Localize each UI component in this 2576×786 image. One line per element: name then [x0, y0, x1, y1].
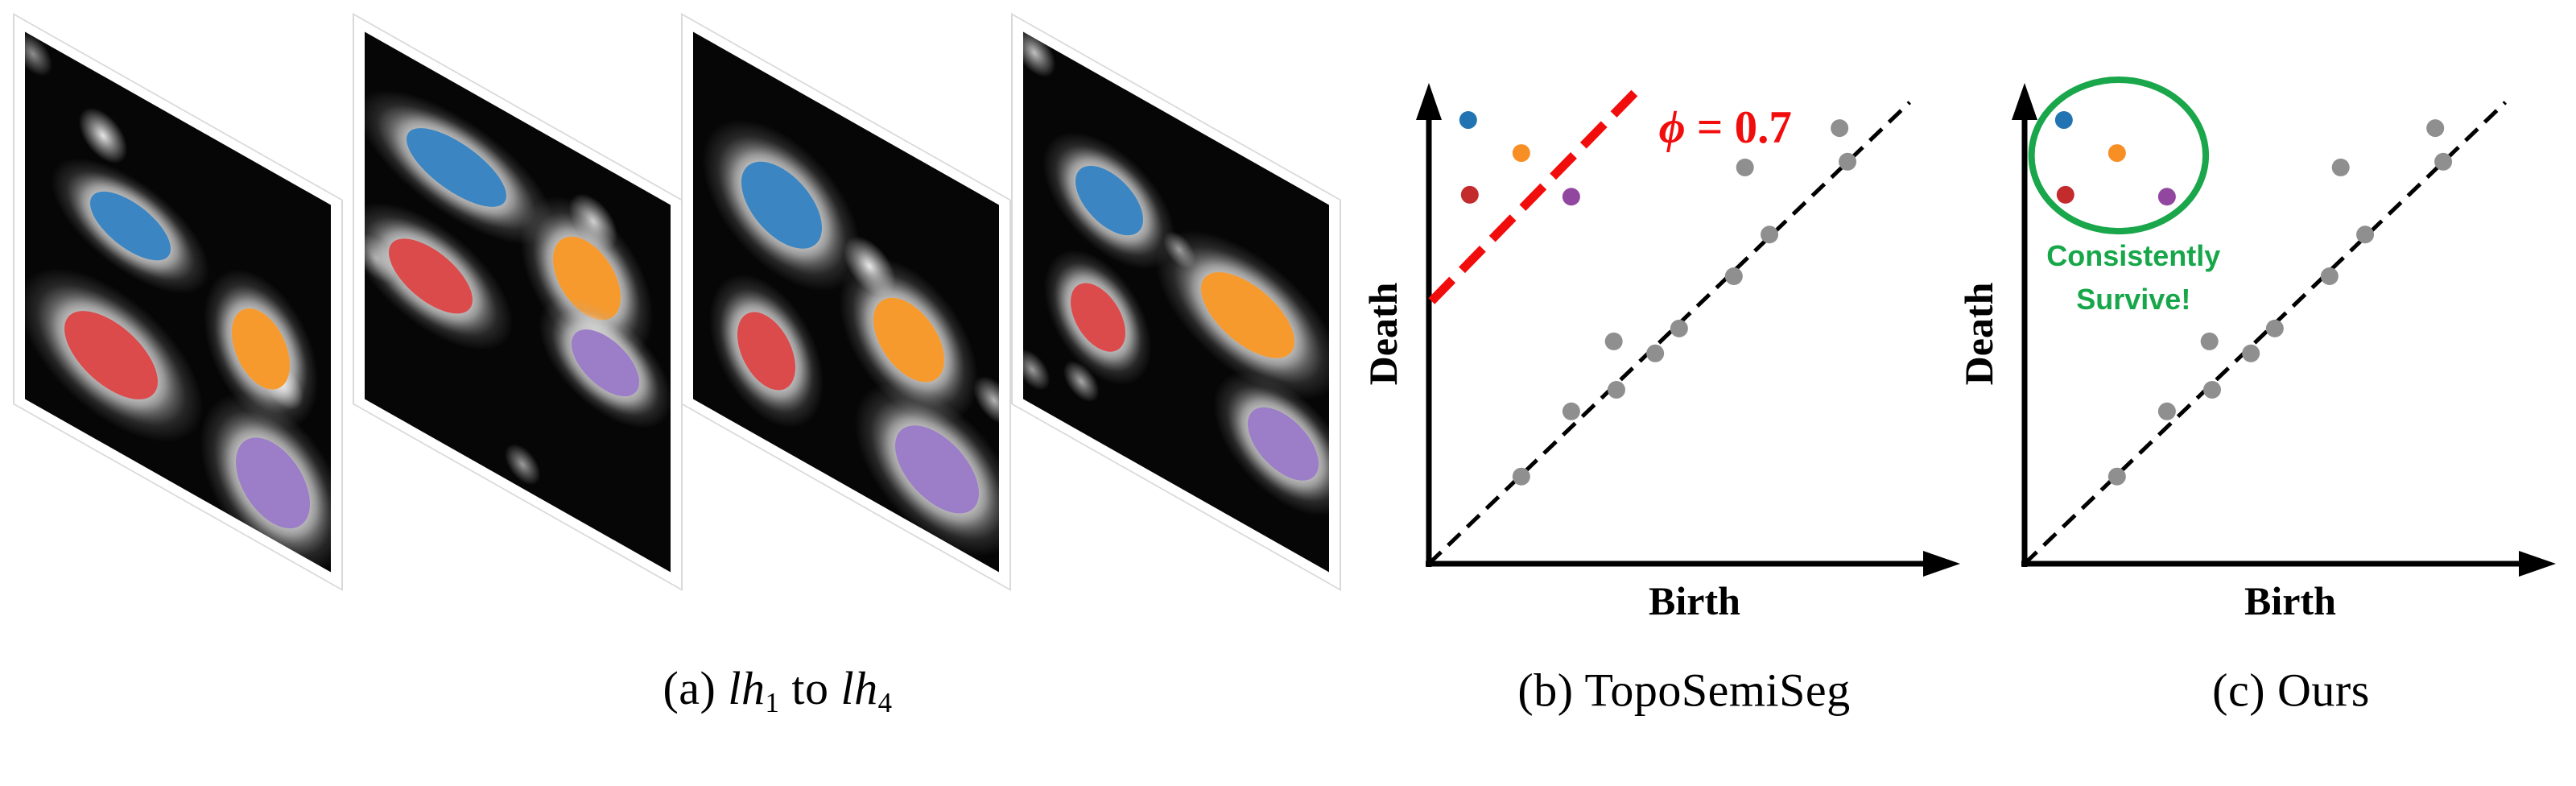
b-gray-marker	[1670, 319, 1688, 337]
c-gray-marker	[2200, 332, 2219, 350]
caption-a: (a) lh1 to lh4	[663, 661, 892, 719]
phi-threshold-label: ϕ = 0.7	[1659, 102, 1792, 153]
c-gray-marker	[2320, 267, 2339, 285]
caption-a-segment: lh	[728, 662, 766, 715]
b-xlabel: Birth	[1649, 578, 1740, 623]
caption-a-segment: 1	[765, 686, 780, 718]
c-purple-marker	[2157, 188, 2176, 206]
c-diagonal-line	[2023, 101, 2508, 565]
caption-a-segment: lh	[840, 662, 878, 715]
survive-circle	[2028, 77, 2210, 235]
b-gray-marker	[1562, 402, 1580, 420]
threshold-line	[1428, 87, 1641, 304]
caption-a-segment: to	[779, 662, 841, 715]
b-x-arrow	[1923, 551, 1960, 577]
b-orange-marker	[1512, 144, 1530, 163]
c-ylabel: Death	[1956, 282, 2001, 385]
b-gray-marker	[1512, 467, 1530, 486]
b-purple-marker	[1562, 188, 1580, 206]
survive-label-line-1: Consistently	[2046, 239, 2220, 272]
c-xlabel: Birth	[2244, 578, 2336, 623]
c-x-arrow	[2519, 551, 2556, 577]
b-gray-marker	[1724, 267, 1743, 285]
b-ylabel: Death	[1360, 282, 1406, 385]
c-gray-marker	[2202, 381, 2221, 399]
c-gray-marker	[2242, 344, 2260, 362]
c-gray-marker	[2426, 119, 2445, 138]
caption-c: (c) Ours	[2212, 664, 2370, 717]
c-gray-marker	[2356, 225, 2375, 244]
caption-a-segment: (a)	[663, 662, 729, 715]
b-gray-marker	[1607, 381, 1625, 399]
b-red-marker	[1460, 185, 1479, 204]
b-gray-marker	[1831, 119, 1849, 138]
survive-label-line-2: Survive!	[2076, 283, 2190, 316]
b-gray-marker	[1839, 152, 1857, 171]
b-gray-marker	[1646, 344, 1665, 362]
c-gray-marker	[2265, 319, 2284, 337]
c-gray-marker	[2107, 467, 2126, 486]
c-red-marker	[2056, 185, 2074, 204]
caption-a-segment: 4	[877, 686, 893, 718]
c-gray-marker	[2434, 152, 2453, 171]
c-gray-marker	[2331, 158, 2350, 176]
b-diagonal-line	[1427, 101, 1912, 565]
c-blue-marker	[2054, 111, 2073, 130]
caption-b: (b) TopoSemiSeg	[1517, 664, 1851, 717]
c-y-arrow	[2012, 83, 2037, 120]
b-y-arrow	[1416, 83, 1442, 120]
c-gray-marker	[2157, 402, 2176, 420]
b-gray-marker	[1761, 225, 1779, 244]
b-gray-marker	[1604, 332, 1623, 350]
c-orange-marker	[2107, 144, 2126, 163]
b-blue-marker	[1459, 111, 1477, 130]
b-gray-marker	[1736, 158, 1754, 176]
